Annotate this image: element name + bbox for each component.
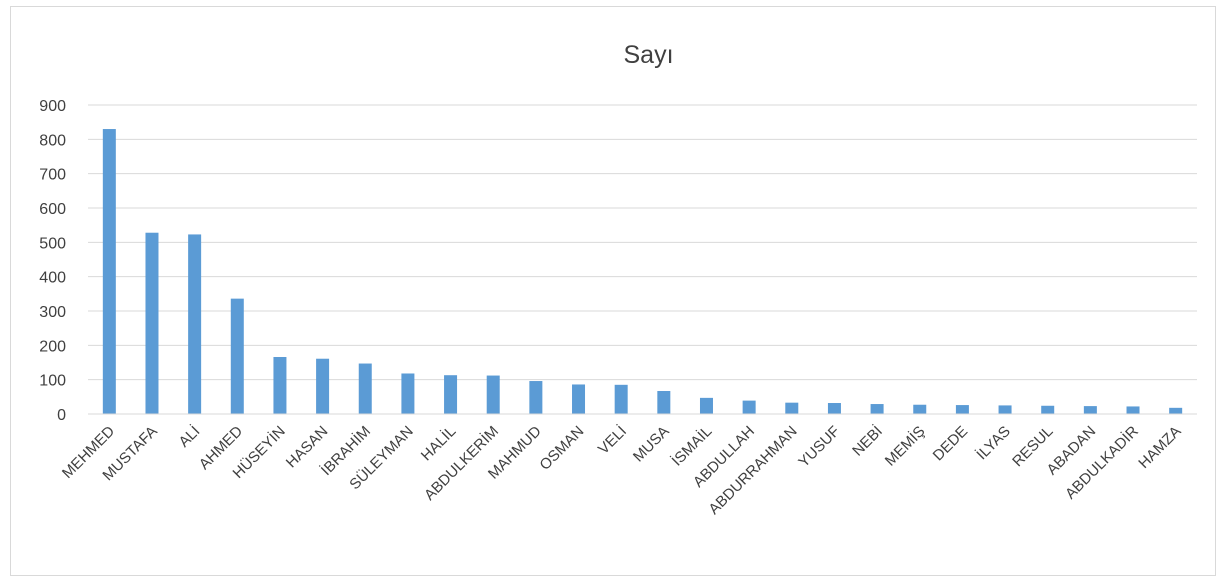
y-tick-label: 400	[39, 270, 66, 287]
x-category-label: ABDULKERİM	[420, 422, 502, 504]
bar-2	[188, 234, 202, 414]
y-tick-label: 200	[39, 338, 66, 355]
y-tick-label: 100	[39, 373, 66, 390]
x-category-label: ALİ	[175, 422, 204, 451]
x-category-label: ABDULKADİR	[1061, 422, 1142, 503]
bar-4	[273, 357, 287, 414]
bar-0	[102, 129, 116, 415]
x-category-label: VELİ	[594, 422, 630, 458]
bar-20	[955, 405, 969, 414]
bar-12	[614, 384, 628, 414]
bar-5	[316, 358, 330, 414]
x-category-label: HALİL	[417, 422, 459, 464]
bar-1	[145, 232, 159, 414]
x-category-label: MUSA	[630, 423, 673, 466]
y-tick-label: 500	[39, 235, 66, 252]
bar-13	[657, 390, 671, 414]
y-tick-label: 700	[39, 167, 66, 184]
bar-24	[1126, 406, 1140, 414]
bar-6	[358, 363, 372, 414]
bar-19	[913, 404, 927, 414]
x-category-label: OSMAN	[536, 423, 587, 474]
x-category-label: DEDE	[930, 423, 971, 464]
bar-18	[870, 404, 884, 414]
gridlines	[88, 104, 1197, 381]
y-tick-label: 900	[39, 98, 66, 115]
x-category-label: İLYAS	[973, 422, 1014, 463]
bar-16	[785, 402, 799, 414]
bar-10	[529, 381, 543, 414]
x-category-label: HAMZA	[1135, 423, 1184, 472]
chart-frame	[10, 6, 1216, 576]
y-tick-label: 300	[39, 304, 66, 321]
y-tick-label: 600	[39, 201, 66, 218]
bar-21	[998, 405, 1012, 414]
bar-7	[401, 373, 415, 414]
bar-3	[230, 298, 244, 414]
bar-23	[1083, 406, 1097, 414]
x-category-label: MEMİŞ	[881, 422, 928, 469]
bar-9	[486, 375, 500, 414]
y-tick-label: 0	[57, 407, 66, 424]
bar-11	[572, 384, 586, 414]
bars	[102, 129, 1183, 415]
y-axis-tick-labels: 0 100 200 300 400 500 600 700 800 900	[39, 98, 66, 424]
bar-17	[827, 403, 841, 414]
x-category-label: YUSUF	[795, 423, 843, 471]
bar-25	[1169, 407, 1183, 414]
y-tick-label: 800	[39, 132, 66, 149]
bar-15	[742, 400, 756, 414]
bar-14	[699, 397, 713, 414]
bar-8	[444, 375, 458, 414]
bar-22	[1041, 405, 1055, 414]
chart-title: Sayı	[623, 41, 673, 69]
x-category-label: NEBİ	[848, 422, 885, 459]
